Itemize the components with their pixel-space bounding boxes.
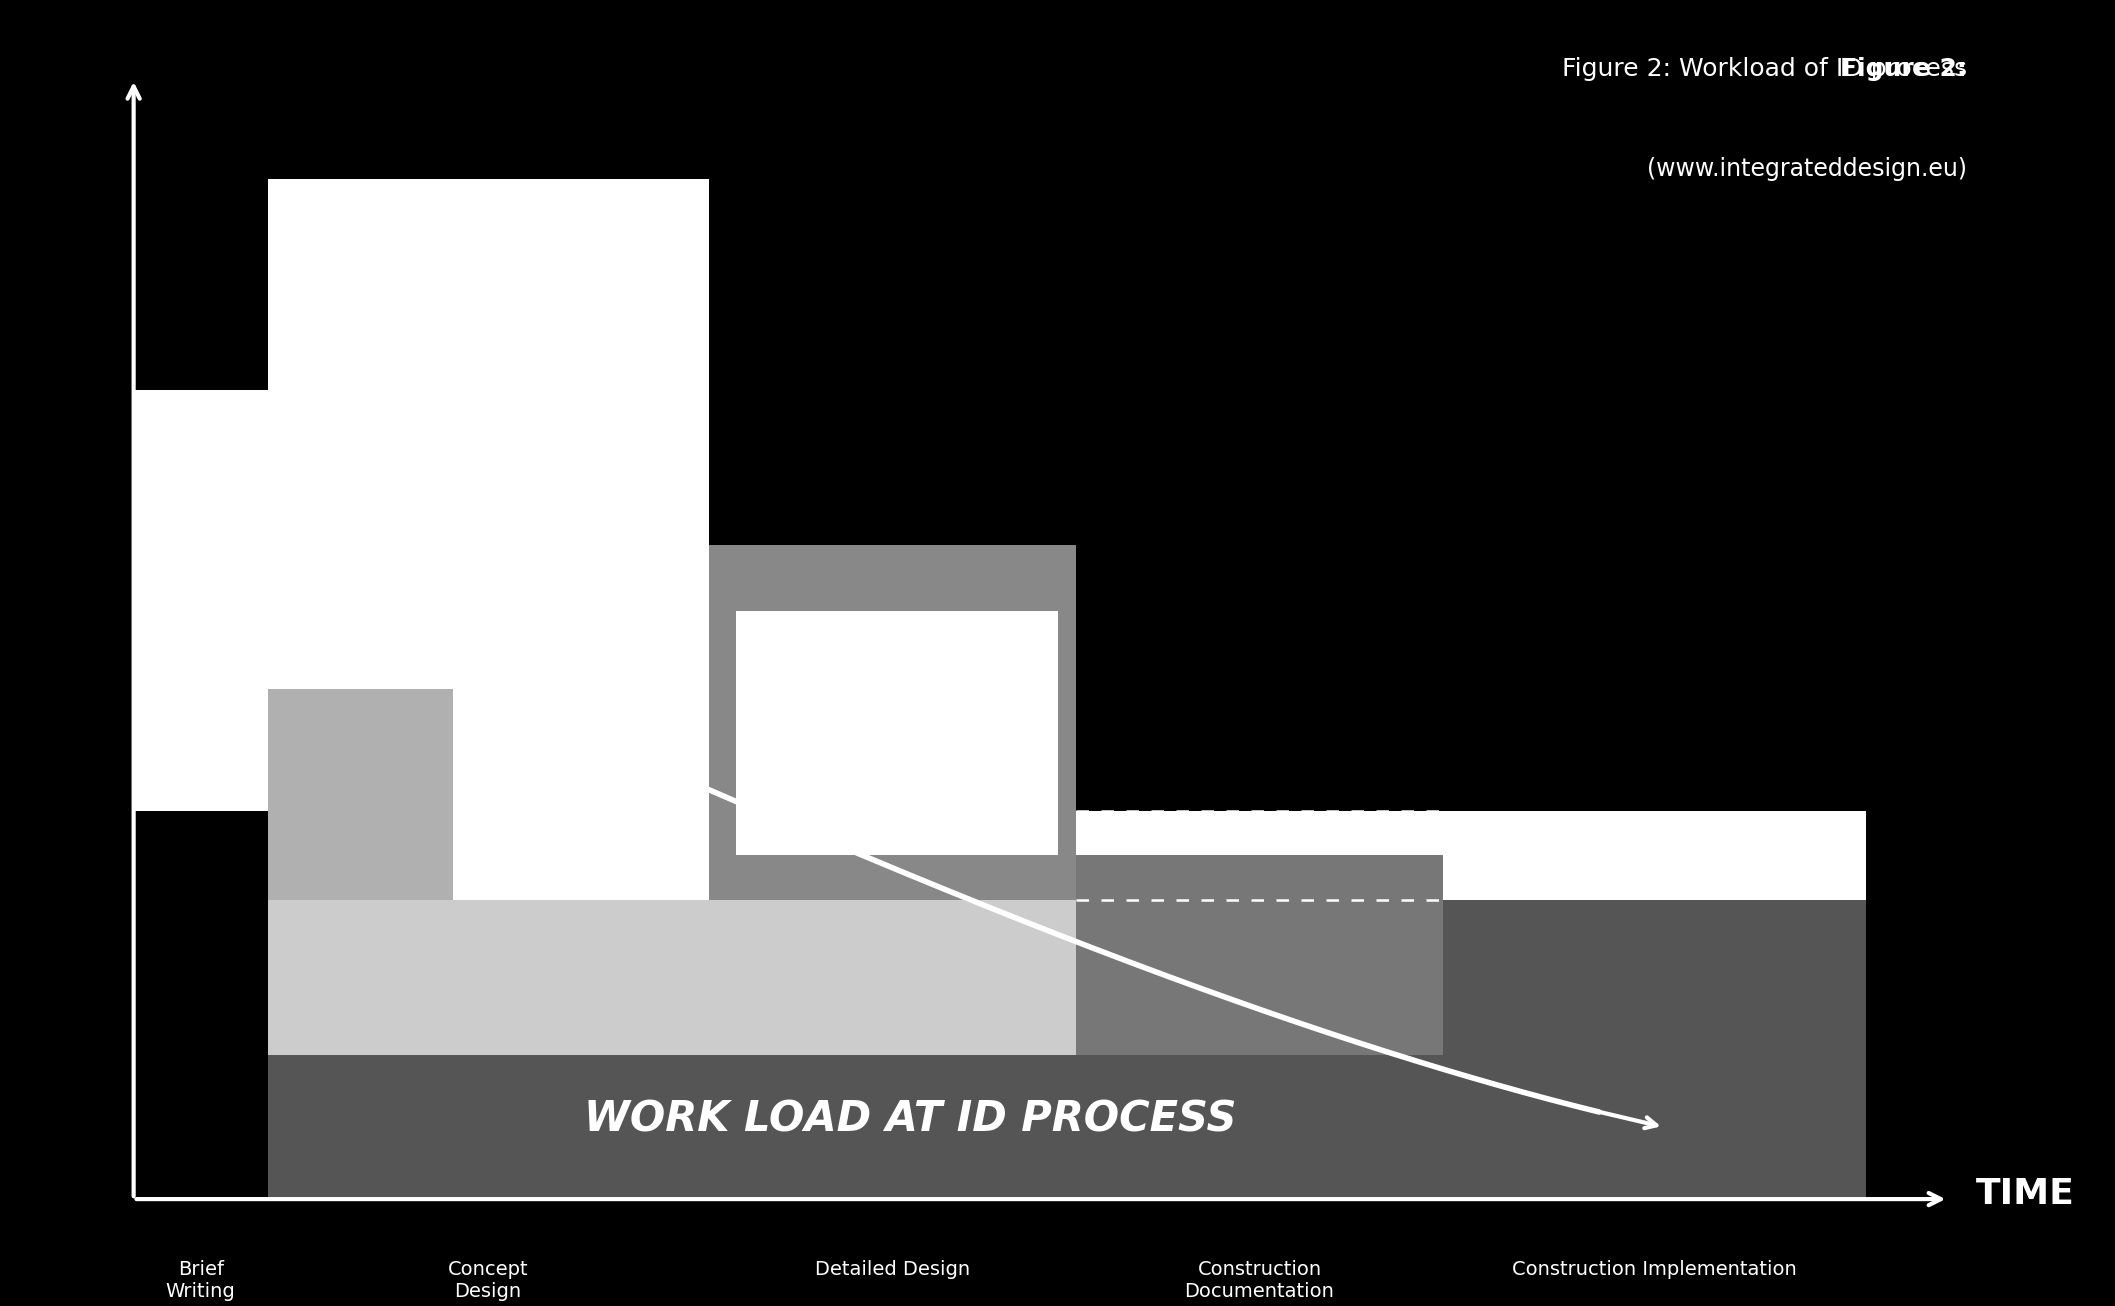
Text: Construction Implementation: Construction Implementation bbox=[1512, 1260, 1798, 1279]
Bar bbox=[1442, 900, 1865, 1199]
Text: Figure 2: Workload of ID process: Figure 2: Workload of ID process bbox=[1561, 57, 1967, 81]
Text: TIME: TIME bbox=[1975, 1177, 2075, 1211]
Bar bbox=[269, 690, 453, 900]
Bar bbox=[269, 811, 1865, 900]
Bar bbox=[709, 545, 1077, 900]
Text: (www.integrateddesign.eu): (www.integrateddesign.eu) bbox=[1648, 157, 1967, 180]
Text: Construction
Documentation: Construction Documentation bbox=[1184, 1260, 1335, 1301]
Bar bbox=[269, 1055, 1865, 1199]
Text: Figure 2:: Figure 2: bbox=[1840, 57, 1967, 81]
Bar bbox=[269, 900, 1442, 1055]
Bar bbox=[1077, 855, 1442, 1055]
Bar bbox=[269, 179, 709, 811]
Bar bbox=[1442, 811, 1865, 900]
Text: WORK LOAD AT ID PROCESS: WORK LOAD AT ID PROCESS bbox=[584, 1098, 1237, 1141]
Bar bbox=[736, 611, 1058, 855]
Bar bbox=[133, 389, 269, 811]
Text: Detailed Design: Detailed Design bbox=[814, 1260, 971, 1279]
Text: Brief
Writing: Brief Writing bbox=[165, 1260, 235, 1301]
Text: Concept
Design: Concept Design bbox=[448, 1260, 529, 1301]
